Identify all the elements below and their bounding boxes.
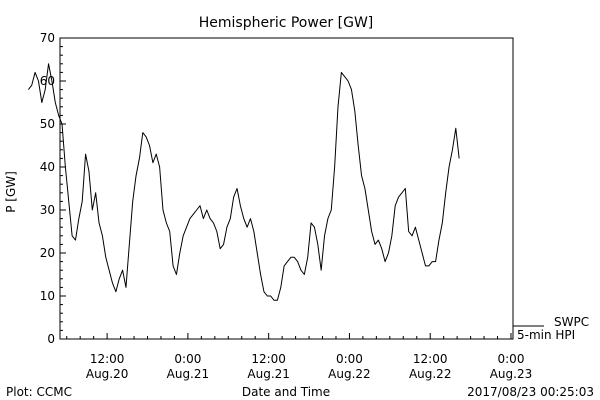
y-tick-label: 0 <box>47 332 55 346</box>
y-tick-label: 40 <box>40 160 55 174</box>
x-tick-date: Aug.21 <box>167 367 210 381</box>
legend-series-label: 5-min HPI <box>517 328 575 342</box>
y-tick-label: 10 <box>40 289 55 303</box>
plot-frame <box>59 37 514 340</box>
x-tick-date: Aug.23 <box>490 367 533 381</box>
y-axis-label: P [GW] <box>4 171 18 213</box>
series-line-hpi <box>27 63 460 301</box>
x-tick-time: 12:00 <box>413 352 448 366</box>
x-tick-date: Aug.22 <box>409 367 452 381</box>
chart-title: Hemispheric Power [GW] <box>199 15 374 31</box>
y-tick-label: 20 <box>40 246 55 260</box>
legend-source: SWPC <box>554 315 589 329</box>
x-axis-label: Date and Time <box>242 385 330 399</box>
x-tick-date: Aug.22 <box>328 367 371 381</box>
x-tick-date: Aug.20 <box>86 367 129 381</box>
x-tick-time: 0:00 <box>498 352 525 366</box>
plot-credit: Plot: CCMC <box>6 385 72 399</box>
x-tick-time: 0:00 <box>336 352 363 366</box>
plot-timestamp: 2017/08/23 00:25:03 <box>467 385 594 399</box>
x-tick-time: 12:00 <box>251 352 286 366</box>
x-tick-time: 0:00 <box>174 352 201 366</box>
x-tick-date: Aug.21 <box>247 367 290 381</box>
x-tick-time: 12:00 <box>90 352 125 366</box>
y-tick-label: 70 <box>40 31 55 45</box>
x-axis: 12:00Aug.200:00Aug.2112:00Aug.210:00Aug.… <box>66 333 533 381</box>
y-tick-label: 30 <box>40 203 55 217</box>
y-tick-label: 50 <box>40 117 55 131</box>
series-layer <box>27 63 460 301</box>
